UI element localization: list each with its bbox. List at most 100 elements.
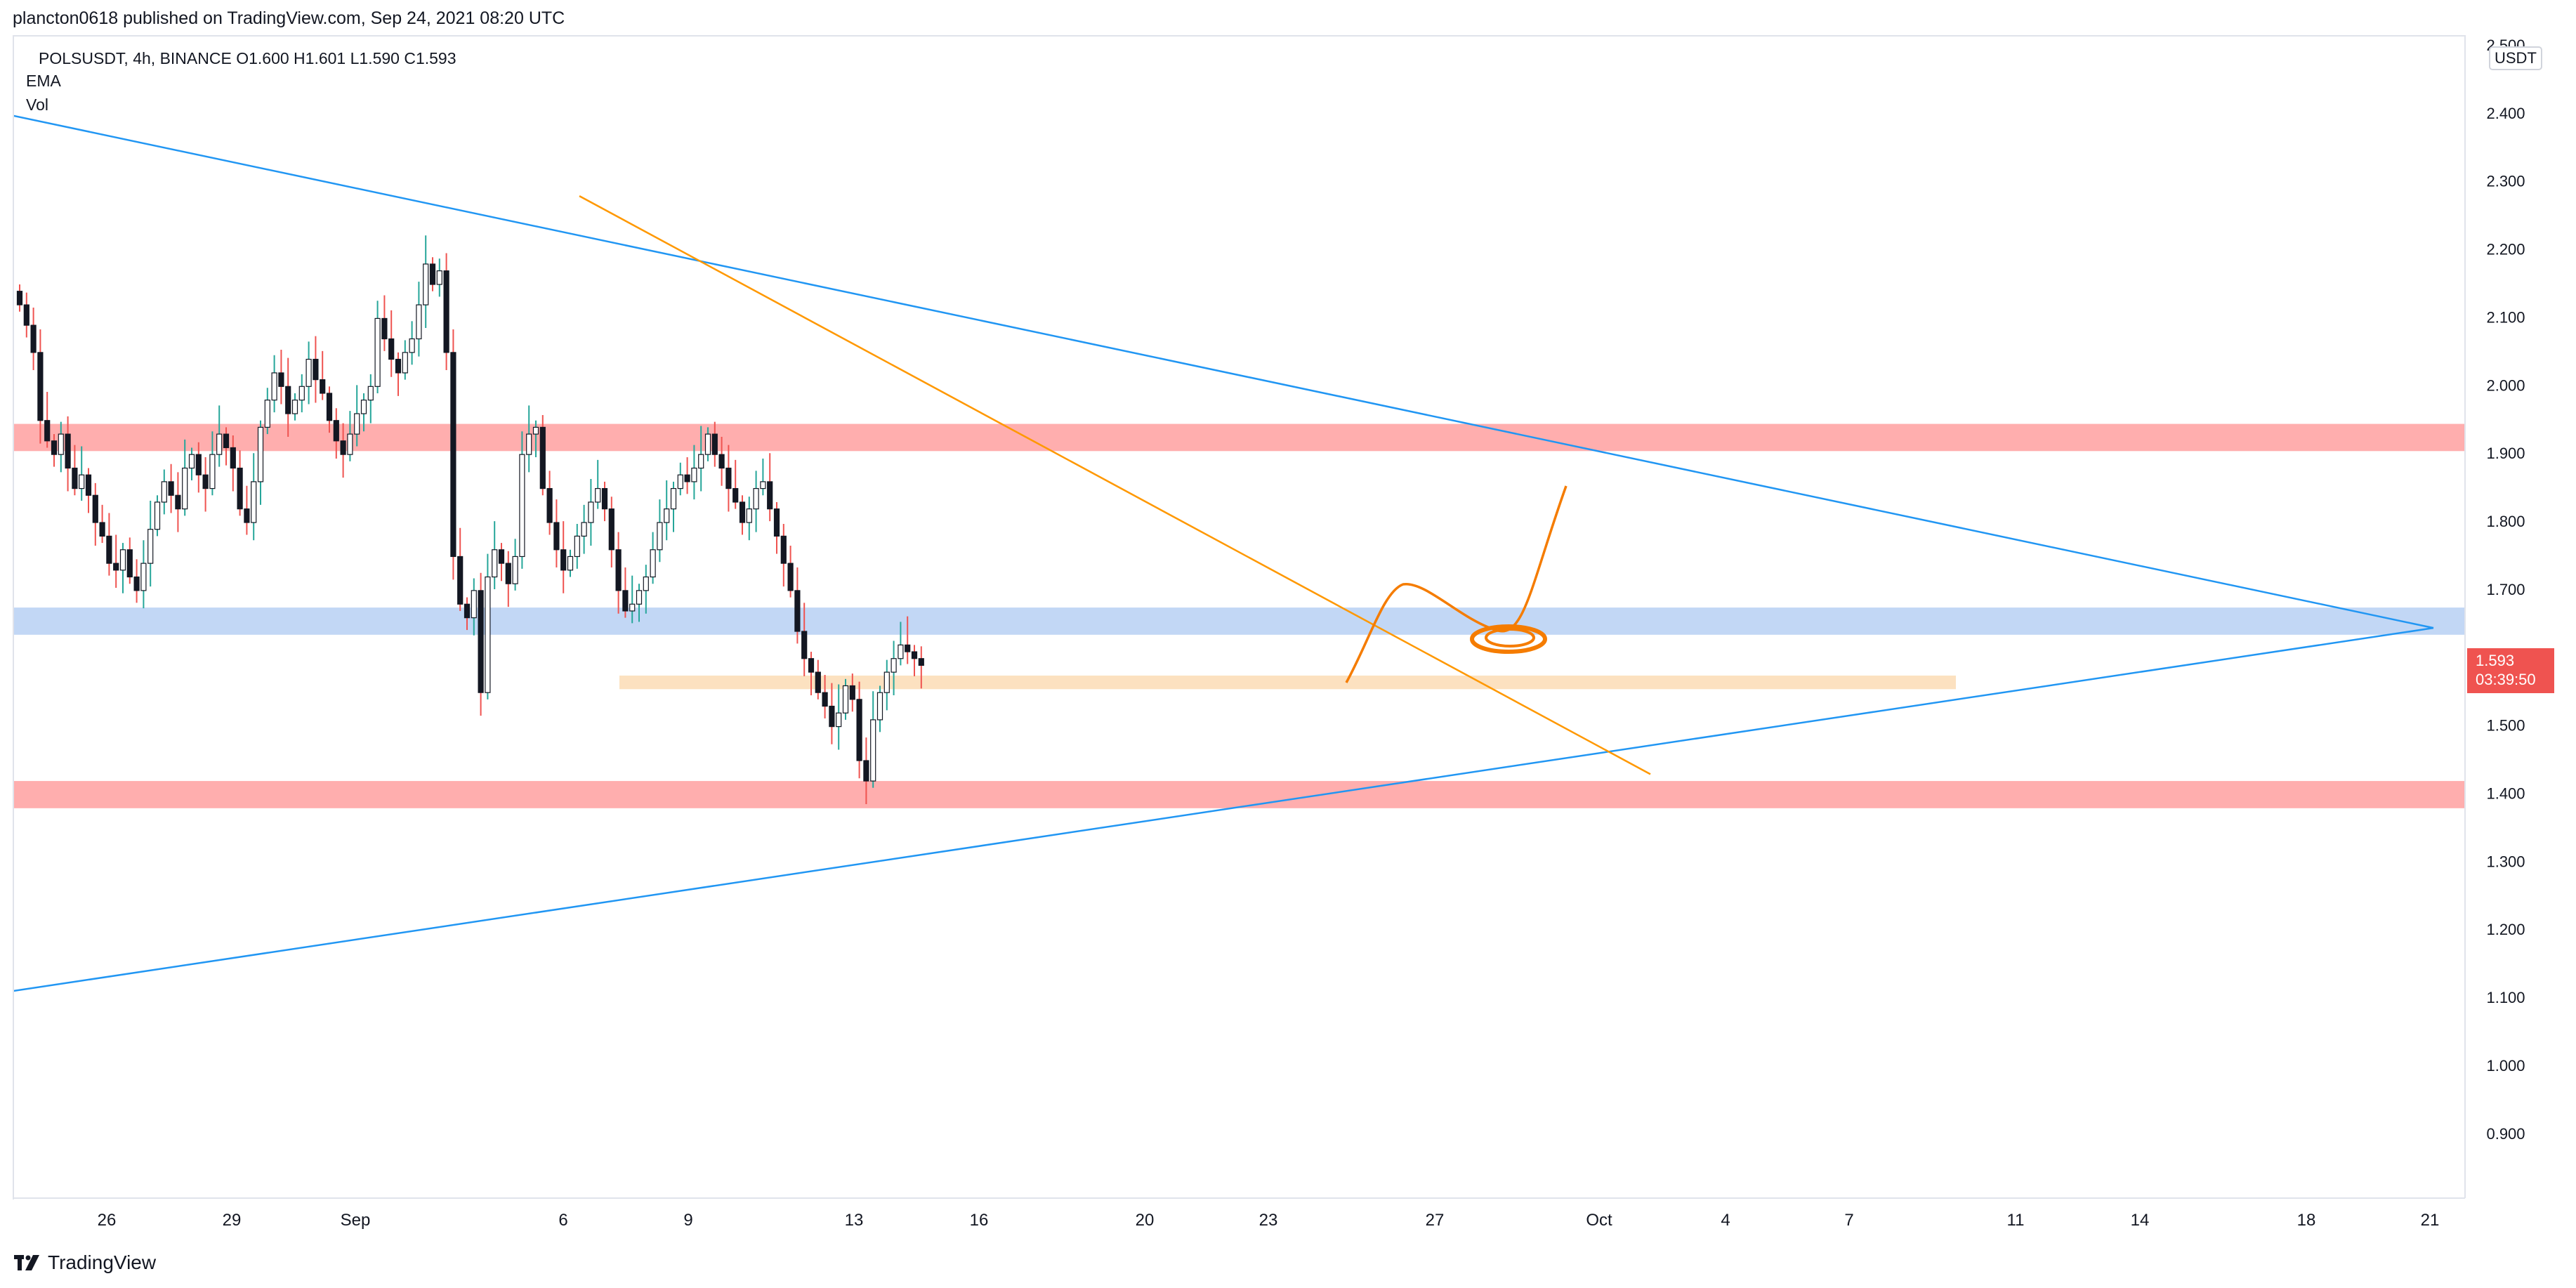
candle-body <box>326 393 333 421</box>
candle-body <box>320 379 326 394</box>
time-tick-label: 20 <box>1136 1211 1155 1230</box>
candle-body <box>883 671 890 693</box>
price-tick-label: 1.200 <box>2486 921 2525 938</box>
volume-legend[interactable]: Vol <box>26 96 48 114</box>
symbol-legend[interactable]: POLSUSDT, 4h, BINANCE O1.600 H1.601 L1.5… <box>39 49 456 67</box>
chart-pane[interactable]: POLSUSDT, 4h, BINANCE O1.600 H1.601 L1.5… <box>13 35 2465 1200</box>
candle-body <box>622 590 629 612</box>
candle-body <box>539 426 546 489</box>
time-tick-label: 6 <box>558 1211 567 1230</box>
candle-body <box>842 685 849 714</box>
candle-body <box>725 467 732 489</box>
candle-body <box>911 651 918 659</box>
candle-body <box>106 535 112 564</box>
candle-body <box>285 386 291 414</box>
tradingview-logo-icon <box>14 1255 39 1270</box>
price-tick-label: 1.000 <box>2486 1057 2525 1075</box>
candle-body <box>30 324 37 353</box>
candle-body <box>23 304 29 326</box>
price-tick-label: 2.300 <box>2486 173 2525 190</box>
candle-body <box>595 487 601 503</box>
candle-body <box>113 563 119 571</box>
candle-body <box>175 494 181 510</box>
price-tick-label: 1.700 <box>2486 581 2525 598</box>
candle-body <box>512 556 518 584</box>
target-circle-drawing <box>1470 624 1547 654</box>
candle-body <box>119 549 126 571</box>
candle-body <box>773 508 780 537</box>
time-tick-label: 21 <box>2421 1211 2440 1230</box>
candle-body <box>560 549 567 571</box>
candle-body <box>79 474 85 489</box>
price-tick-label: 2.100 <box>2486 308 2525 326</box>
candle-body <box>519 454 525 558</box>
candle-body <box>37 352 44 421</box>
candle-body <box>230 447 236 469</box>
candle-body <box>182 467 188 510</box>
candle-body <box>374 317 381 387</box>
candle-body <box>464 603 471 619</box>
candle-body <box>876 692 883 721</box>
ema-legend[interactable]: EMA <box>26 72 61 90</box>
time-tick-label: 9 <box>683 1211 692 1230</box>
candle-body <box>608 508 615 551</box>
zone-support <box>14 781 2465 808</box>
candle-body <box>443 270 449 353</box>
candle-body <box>251 481 257 523</box>
candle-body <box>670 487 677 510</box>
candle-body <box>264 400 270 428</box>
candle-body <box>395 358 402 374</box>
candle-body <box>291 400 298 414</box>
candle-body <box>829 705 835 728</box>
candle-body <box>643 576 649 591</box>
candle-body <box>202 474 209 489</box>
candle-body <box>891 658 897 673</box>
candle-body <box>849 685 855 700</box>
brand-name: TradingView <box>48 1251 157 1273</box>
candle-body <box>436 270 442 285</box>
candle-body <box>746 508 752 523</box>
candle-body <box>739 501 746 523</box>
candle-body <box>65 433 71 469</box>
candle-body <box>898 644 904 659</box>
candle-body <box>905 644 911 652</box>
candle-body <box>471 590 477 619</box>
candle-body <box>360 400 367 414</box>
time-tick-label: 4 <box>1721 1211 1730 1230</box>
candle-body <box>836 712 842 728</box>
price-tick-label: 1.800 <box>2486 513 2525 530</box>
candle-body <box>815 671 821 693</box>
candle-body <box>195 454 202 475</box>
candle-body <box>553 522 560 551</box>
price-tick-label: 2.400 <box>2486 105 2525 122</box>
candle-body <box>711 433 718 455</box>
time-tick-label: 18 <box>2297 1211 2316 1230</box>
candle-body <box>691 467 697 482</box>
candle-body <box>856 699 862 761</box>
chart-canvas[interactable] <box>14 37 2465 1200</box>
candle-body <box>581 522 587 537</box>
candle-body <box>237 467 243 510</box>
candle-body <box>801 631 808 659</box>
price-tick-label: 0.900 <box>2486 1125 2525 1143</box>
time-tick-label: 14 <box>2131 1211 2150 1230</box>
current-price-tag: 1.593 03:39:50 <box>2467 648 2554 693</box>
candle-body <box>271 372 277 401</box>
trendline-short-term-descending <box>579 195 1651 775</box>
candle-body <box>870 719 876 782</box>
candle-body <box>794 590 801 632</box>
candle-body <box>423 263 429 305</box>
candle-body <box>244 508 250 523</box>
price-tick-label: 2.000 <box>2486 376 2525 394</box>
currency-badge[interactable]: USDT <box>2489 46 2542 70</box>
time-tick-label: 27 <box>1426 1211 1445 1230</box>
price-tick-label: 1.900 <box>2486 445 2525 462</box>
trendline-ascending <box>14 626 2434 992</box>
time-tick-label: 26 <box>98 1211 117 1230</box>
candle-body <box>388 338 395 360</box>
candle-body <box>409 338 415 353</box>
candle-body <box>657 522 663 551</box>
trendline-descending <box>14 114 2434 629</box>
candle-body <box>704 433 711 455</box>
price-tick-label: 1.400 <box>2486 784 2525 802</box>
